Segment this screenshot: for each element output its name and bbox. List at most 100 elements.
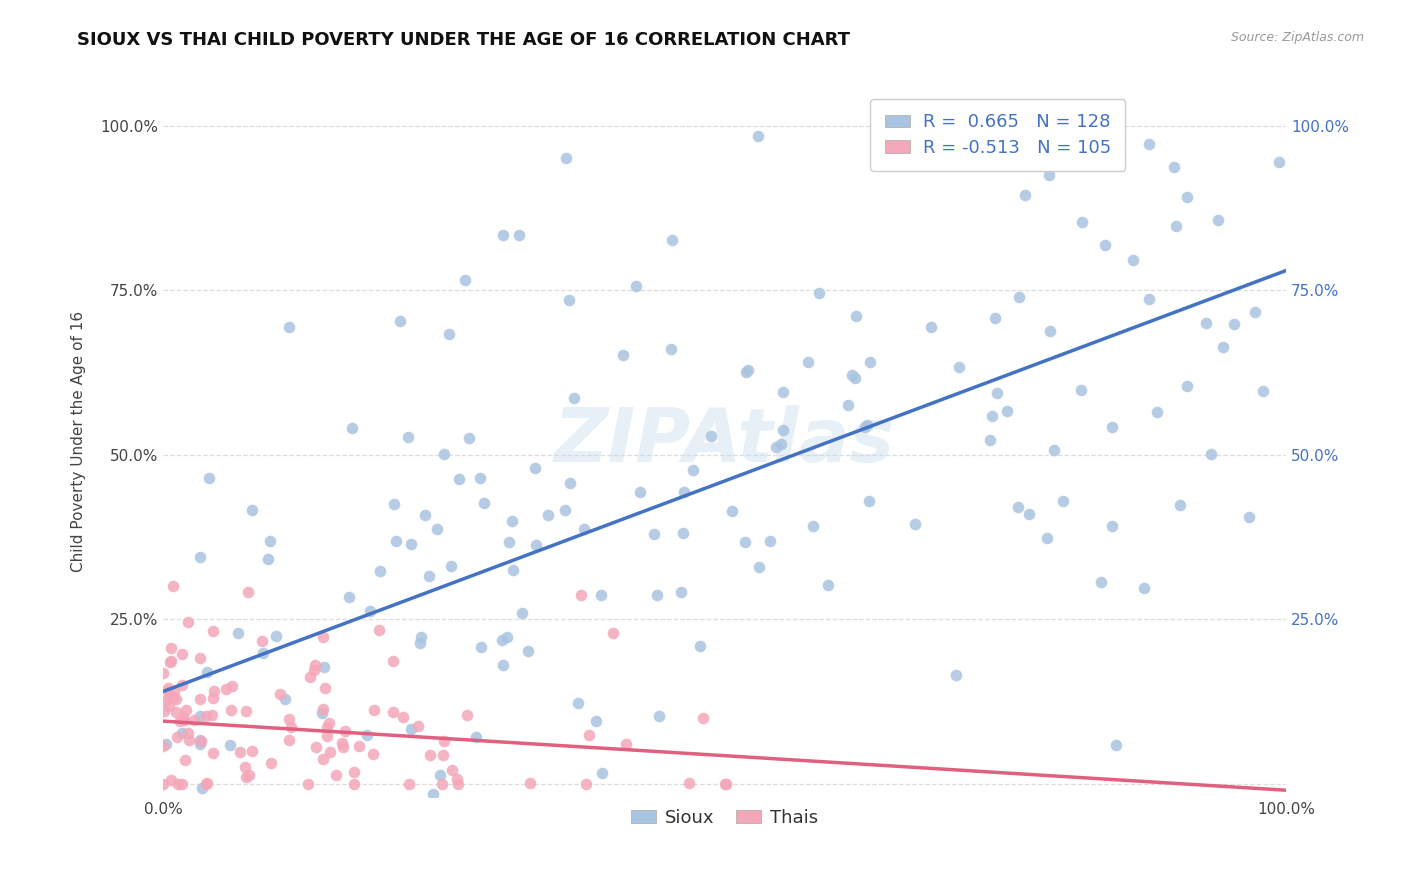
Point [447,777,470,791]
Point [312,752,335,766]
Point [844,371,866,385]
Point [169,714,191,728]
Point [585,714,607,729]
Point [218,738,240,752]
Point [659,342,682,356]
Point [458,431,481,445]
Point [859,355,882,369]
Point [399,537,422,551]
Point [734,534,756,549]
Point [252,646,274,660]
Point [157,699,180,714]
Point [422,787,444,801]
Point [626,278,648,293]
Point [562,392,585,406]
Point [363,703,385,717]
Point [569,588,592,602]
Point [1175,378,1198,392]
Point [689,640,711,654]
Point [409,630,432,644]
Point [195,775,218,789]
Point [496,630,519,644]
Point [807,11,830,25]
Point [671,526,693,541]
Point [156,681,179,696]
Point [188,708,211,723]
Point [1101,519,1123,533]
Point [558,293,581,307]
Point [979,434,1001,448]
Point [904,516,927,531]
Point [236,584,259,599]
Point [748,559,770,574]
Point [536,508,558,522]
Point [1035,532,1057,546]
Point [770,436,793,450]
Point [433,447,456,461]
Point [174,753,197,767]
Point [1137,137,1160,152]
Point [439,326,461,341]
Point [228,625,250,640]
Point [1090,574,1112,589]
Point [302,664,325,678]
Point [159,656,181,670]
Point [188,737,211,751]
Point [381,654,404,668]
Point [240,503,263,517]
Point [201,746,224,760]
Point [1133,581,1156,595]
Point [856,417,879,432]
Point [152,739,174,753]
Point [312,702,335,716]
Point [1164,219,1187,233]
Point [359,604,381,618]
Point [454,273,477,287]
Point [807,285,830,300]
Point [316,729,339,743]
Point [155,693,177,707]
Point [389,314,412,328]
Point [472,496,495,510]
Point [396,429,419,443]
Text: SIOUX VS THAI CHILD POVERTY UNDER THE AGE OF 16 CORRELATION CHART: SIOUX VS THAI CHILD POVERTY UNDER THE AG… [77,31,851,49]
Point [1268,155,1291,169]
Point [1168,498,1191,512]
Point [555,152,578,166]
Point [1137,292,1160,306]
Point [682,463,704,477]
Point [162,579,184,593]
Point [470,640,492,655]
Point [1251,384,1274,398]
Point [221,679,243,693]
Point [1222,317,1244,331]
Point [340,421,363,435]
Point [1069,39,1091,54]
Point [342,764,364,779]
Point [312,630,335,644]
Point [382,497,405,511]
Point [356,728,378,742]
Point [240,744,263,758]
Point [858,494,880,508]
Point [1039,324,1062,338]
Point [502,563,524,577]
Text: ZIPAtlas: ZIPAtlas [554,405,896,478]
Point [1212,340,1234,354]
Point [797,355,820,369]
Point [440,559,463,574]
Point [190,734,212,748]
Point [235,704,257,718]
Point [986,385,1008,400]
Point [645,589,668,603]
Point [419,747,441,762]
Point [319,745,342,759]
Point [325,768,347,782]
Point [311,706,333,720]
Point [174,703,197,717]
Point [1175,190,1198,204]
Point [995,403,1018,417]
Point [238,768,260,782]
Point [215,682,238,697]
Point [381,705,404,719]
